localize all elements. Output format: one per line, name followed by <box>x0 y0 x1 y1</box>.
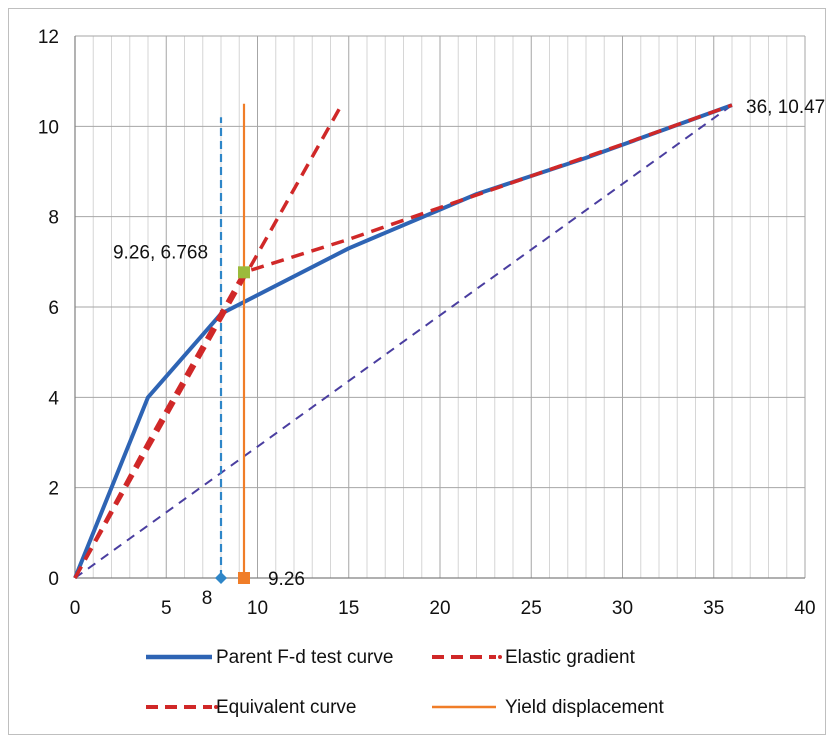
y-tick-label: 12 <box>38 27 59 48</box>
x-tick-label: 35 <box>703 598 724 619</box>
grid <box>74 35 806 579</box>
legend-label: Equivalent curve <box>216 697 356 718</box>
secant-line <box>74 104 733 579</box>
series-equivalent-curve-line <box>73 103 733 579</box>
legend-label: Elastic gradient <box>505 647 636 668</box>
x-tick-label: 15 <box>338 598 359 619</box>
axes: 0 5 10 15 20 25 30 35 40 0 2 4 6 8 10 12 <box>38 27 816 619</box>
legend-label: Parent F-d test curve <box>216 647 393 668</box>
x-tick-label: 40 <box>794 598 815 619</box>
series-parent-fd-line <box>73 103 733 579</box>
series-elastic-gradient-line <box>73 107 342 579</box>
y-tick-label: 4 <box>48 388 59 409</box>
labels-layer: 9.26, 6.768 36, 10.47 8 9.26 <box>113 97 825 609</box>
legend: Parent F-d test curve Elastic gradient Equ… <box>146 647 664 718</box>
marker-square <box>237 572 250 584</box>
data-label: 36, 10.47 <box>746 97 825 118</box>
data-label: 9.26 <box>268 569 305 590</box>
y-tick-label: 6 <box>48 298 59 319</box>
series-layer <box>73 103 733 579</box>
y-tick-label: 0 <box>48 569 59 590</box>
data-label: 8 <box>202 588 213 609</box>
y-tick-label: 10 <box>38 117 59 138</box>
markers-layer <box>215 266 250 584</box>
data-label: 9.26, 6.768 <box>113 242 208 263</box>
x-tick-label: 30 <box>612 598 633 619</box>
x-tick-label: 0 <box>70 598 81 619</box>
x-tick-label: 5 <box>161 598 172 619</box>
legend-swatch-dot <box>214 705 218 709</box>
x-tick-label: 10 <box>247 598 268 619</box>
legend-swatch-dot <box>498 655 502 659</box>
x-tick-label: 20 <box>429 598 450 619</box>
y-tick-label: 2 <box>48 479 59 500</box>
legend-label: Yield displacement <box>505 697 664 718</box>
x-tick-label: 25 <box>521 598 542 619</box>
marker-diamond <box>215 572 227 584</box>
y-tick-label: 8 <box>48 208 59 229</box>
marker-square <box>237 266 250 279</box>
chart-frame <box>8 8 826 735</box>
